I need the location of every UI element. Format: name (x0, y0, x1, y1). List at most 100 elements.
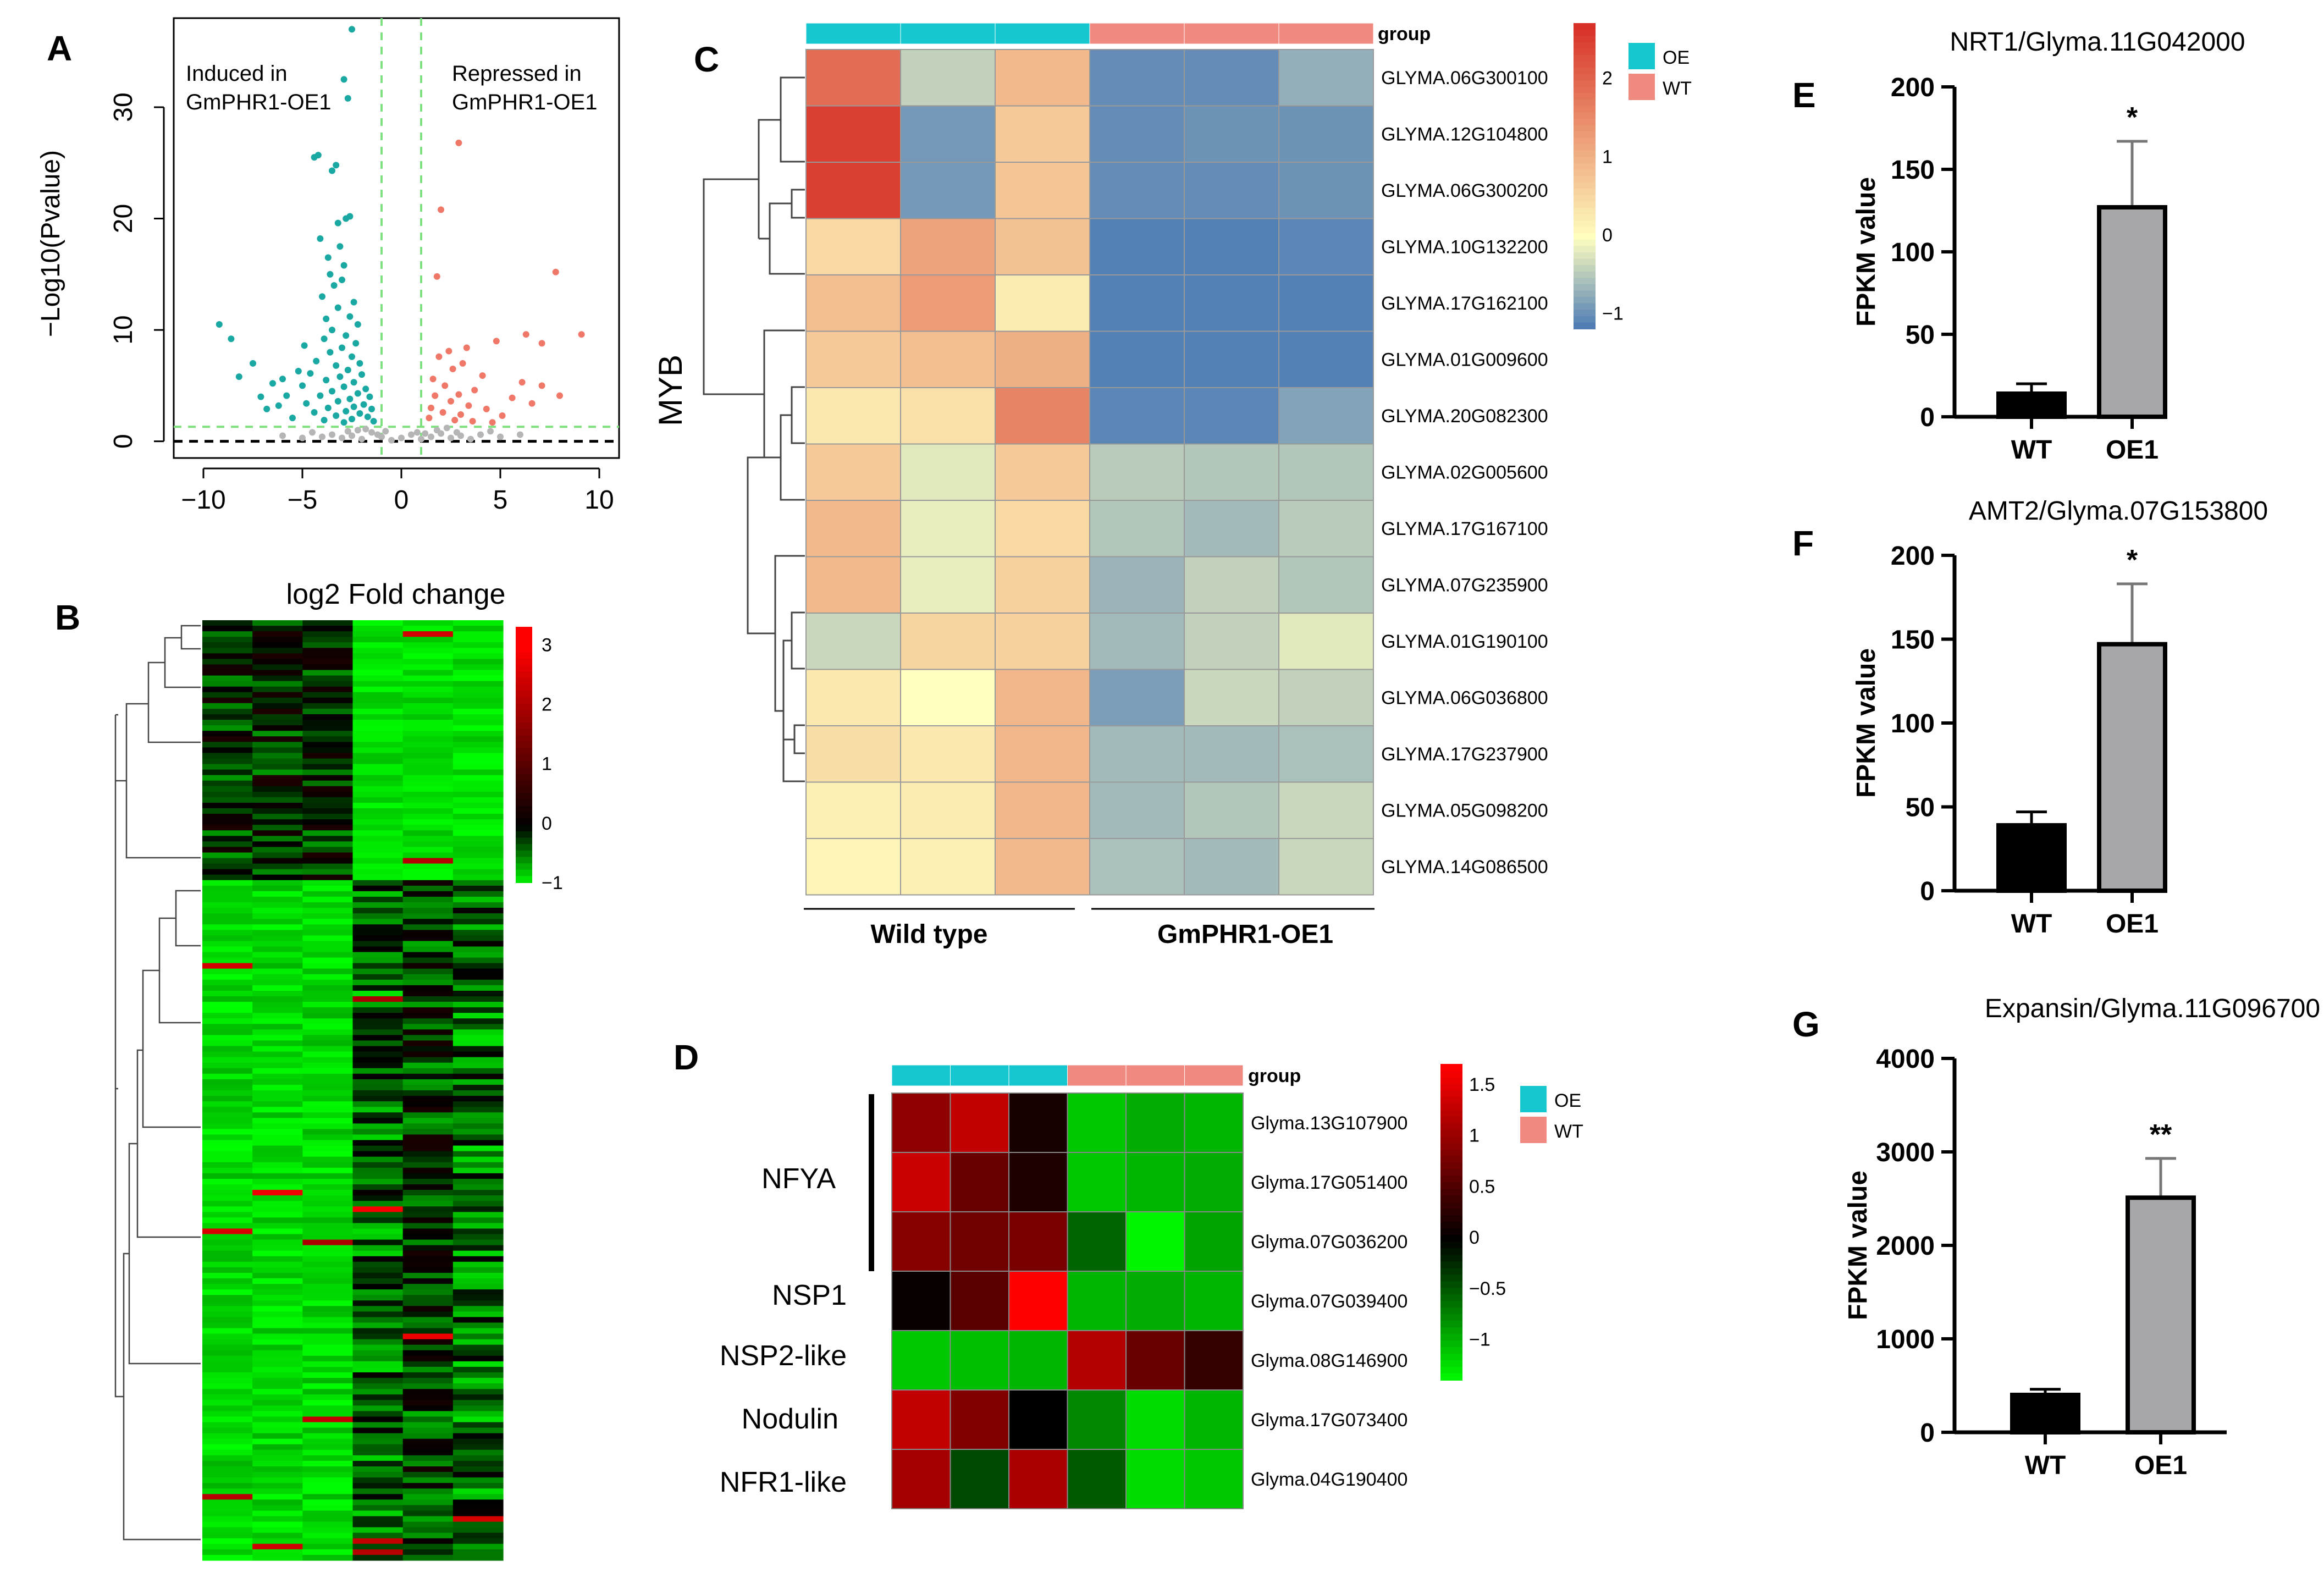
heatmap-b-cell (452, 1118, 504, 1124)
heatmap-row-label: Glyma.07G039400 (1251, 1291, 1407, 1312)
heatmap-b-cell (402, 1494, 454, 1500)
heatmap-b-cell (402, 1339, 454, 1345)
heatmap-b-cell (352, 1084, 404, 1091)
heatmap-b-cell (302, 1322, 354, 1329)
heatmap-b-cell (252, 675, 303, 682)
heatmap-b-cell (202, 1306, 253, 1312)
heatmap-b-cell (402, 659, 454, 665)
volcano-point-induced (339, 276, 345, 283)
heatmap-b-cell (402, 935, 454, 942)
volcano-point-induced (311, 409, 318, 416)
heatmap-b-cell (402, 1499, 454, 1506)
heatmap-b-cell (302, 1532, 354, 1539)
heatmap-b-cell (252, 1449, 303, 1456)
heatmap-b-cell (252, 935, 303, 942)
heatmap-b-cell (202, 896, 253, 903)
heatmap-b-cell (252, 742, 303, 748)
heatmap-b-cell (202, 1090, 253, 1096)
heatmap-b-legend-swatch (516, 754, 532, 762)
heatmap-b-cell (352, 1300, 404, 1306)
heatmap-b-cell (202, 780, 253, 787)
heatmap-b-cell (402, 858, 454, 864)
heatmap-b-cell (402, 1223, 454, 1229)
bar-chart-significance-marker: * (2127, 102, 2138, 134)
heatmap-b-cell (202, 1223, 253, 1229)
volcano-point-induced (362, 385, 369, 393)
heatmap-cell (891, 1152, 951, 1212)
heatmap-cell (1278, 613, 1374, 670)
heatmap-b-cell (252, 1505, 303, 1511)
heatmap-cell (1125, 1389, 1185, 1450)
heatmap-b-cell (302, 979, 354, 986)
volcano-point-induced (333, 162, 340, 169)
heatmap-b-cell (252, 731, 303, 737)
heatmap-d-group-annotation-label: group (1248, 1066, 1301, 1086)
heatmap-b-cell (352, 1267, 404, 1273)
heatmap-b-cell (452, 1190, 504, 1196)
heatmap-b-cell (252, 1499, 303, 1506)
heatmap-b-cell (402, 775, 454, 781)
heatmap-cell (900, 105, 996, 163)
heatmap-b-cell (302, 697, 354, 704)
heatmap-b-cell (452, 996, 504, 1002)
heatmap-b-cell (452, 753, 504, 759)
heatmap-b-cell (352, 863, 404, 870)
heatmap-b-cell (452, 637, 504, 643)
heatmap-cell (900, 781, 996, 839)
volcano-point-induced (327, 271, 334, 278)
heatmap-b-cell (252, 1195, 303, 1201)
heatmap-legend-swatch (1440, 1281, 1462, 1289)
heatmap-b-cell (402, 1411, 454, 1417)
heatmap-b-cell (252, 1018, 303, 1024)
heatmap-b-cell (252, 957, 303, 964)
heatmap-b-cell (452, 919, 504, 925)
heatmap-b-cell (452, 825, 504, 831)
heatmap-b-cell (452, 1532, 504, 1539)
heatmap-b-cell (302, 1361, 354, 1367)
volcano-point-induced (311, 154, 318, 161)
heatmap-legend-swatch (1574, 316, 1596, 323)
bar-chart-y-tick-label: 0 (1920, 1419, 1935, 1448)
heatmap-c-side-label: MYB (652, 355, 689, 426)
heatmap-cell (1067, 1389, 1127, 1450)
heatmap-group-annotation-cell (900, 23, 996, 45)
heatmap-cell (900, 669, 996, 726)
volcano-point-induced (323, 377, 330, 384)
heatmap-b-cell (202, 791, 253, 798)
heatmap-b-cell (452, 775, 504, 781)
heatmap-b-cell (302, 1112, 354, 1118)
heatmap-b-cell (352, 941, 404, 947)
bar-chart-y-axis-label: FPKM value (1852, 177, 1881, 327)
heatmap-b-cell (302, 1355, 354, 1362)
heatmap-b-cell (452, 874, 504, 881)
heatmap-b-cell (402, 1472, 454, 1478)
heatmap-b-cell (452, 1472, 504, 1478)
heatmap-b-cell (302, 1411, 354, 1417)
heatmap-b-cell (302, 747, 354, 754)
volcano-y-tick-label: 0 (109, 434, 138, 449)
volcano-point-repressed (479, 372, 486, 379)
heatmap-cell (1184, 613, 1279, 670)
volcano-point-induced (321, 335, 328, 343)
heatmap-b-cell (352, 764, 404, 770)
heatmap-b-cell (202, 1178, 253, 1185)
heatmap-b-cell (252, 946, 303, 953)
heatmap-b-cell (302, 653, 354, 660)
heatmap-b-cell (202, 924, 253, 930)
heatmap-b-cell (252, 1516, 303, 1522)
heatmap-cell (1278, 838, 1374, 896)
heatmap-b-cell (302, 1084, 354, 1091)
heatmap-b-cell (202, 648, 253, 654)
volcano-point-induced (350, 379, 357, 386)
heatmap-b-legend-swatch (516, 684, 532, 692)
heatmap-b-cell (252, 908, 303, 914)
heatmap-b-cell (402, 1250, 454, 1257)
volcano-point-repressed (465, 402, 472, 409)
heatmap-b-cell (302, 1543, 354, 1550)
bar-chart-y-tick-label: 50 (1906, 793, 1935, 823)
heatmap-b-cell (402, 1068, 454, 1074)
heatmap-b-cell (402, 941, 454, 947)
heatmap-b-cell (302, 1483, 354, 1489)
volcano-point-induced (343, 407, 350, 415)
